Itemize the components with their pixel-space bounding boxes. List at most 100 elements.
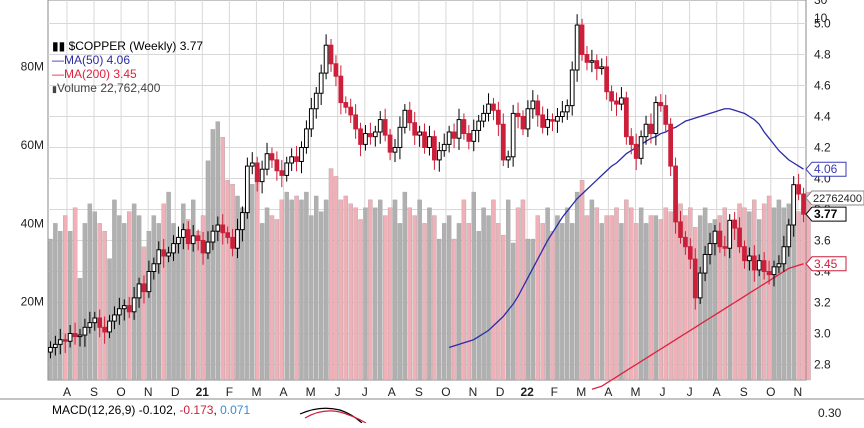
candle-body — [579, 24, 585, 55]
volume-bar — [63, 215, 68, 381]
volume-bar — [161, 203, 166, 381]
candle-body — [633, 143, 639, 159]
volume-bar — [397, 223, 403, 381]
candle-body — [466, 133, 472, 142]
volume-bar — [668, 211, 673, 381]
volume-bar — [550, 231, 555, 381]
candle-body — [185, 229, 191, 245]
candle-body — [313, 92, 319, 110]
candle-body — [210, 230, 216, 243]
candle-body — [683, 236, 688, 248]
volume-bar — [378, 199, 383, 381]
volume-bar — [230, 184, 235, 381]
candle-body — [161, 249, 167, 257]
price-tag — [805, 161, 847, 177]
volume-bar — [254, 168, 260, 381]
x-tick-label: N — [144, 385, 153, 399]
candle-body — [72, 333, 78, 338]
macd-label: MACD(12,26,9) — [52, 403, 136, 417]
volume-bar — [707, 223, 713, 381]
volume-bar — [638, 207, 644, 381]
volume-bar — [540, 223, 545, 381]
candle-body — [259, 168, 265, 183]
volume-bar — [619, 223, 624, 381]
volume-bar — [589, 199, 595, 381]
x-tick-label: 22 — [520, 385, 534, 399]
volume-bar — [806, 191, 811, 381]
volume-bar — [781, 207, 787, 381]
candle-body — [697, 272, 703, 299]
volume-bar — [87, 203, 93, 381]
volume-bar — [722, 207, 728, 381]
candle-body — [673, 165, 678, 223]
volume-bar — [323, 199, 329, 381]
volume-bar — [427, 207, 432, 381]
volume-bar — [368, 199, 373, 381]
volume-bar — [643, 223, 649, 381]
price-tick-label: 2.8 — [814, 358, 831, 372]
line-icon: — — [52, 67, 64, 81]
candle-body — [126, 305, 132, 313]
candle-body — [220, 224, 226, 234]
candle-body — [535, 100, 541, 116]
volume-tick-label: 60M — [21, 138, 44, 152]
volume-tick-label: 20M — [21, 295, 44, 309]
candle-body — [520, 116, 526, 130]
volume-bar — [417, 199, 422, 381]
ma200-line — [591, 263, 804, 390]
candle-body — [102, 326, 107, 333]
volume-bar — [407, 207, 412, 381]
volume-bar — [530, 238, 536, 381]
candle-body — [599, 66, 605, 69]
candle-body — [446, 131, 452, 145]
volume-bar — [92, 211, 97, 381]
candle-body — [584, 54, 590, 63]
x-tick-label: J — [335, 385, 341, 399]
x-tick-label: A — [388, 385, 396, 399]
candle-body — [338, 75, 344, 104]
candle-body — [328, 44, 334, 65]
volume-bar — [786, 203, 791, 381]
volume-bar — [569, 223, 575, 381]
candle-body — [702, 253, 708, 274]
volume-bar — [422, 223, 427, 381]
volume-bar — [757, 219, 762, 381]
candle-body — [609, 91, 614, 102]
volume-bar — [264, 207, 270, 381]
volume-bar — [456, 223, 462, 381]
volume-bar — [181, 203, 186, 381]
candle-body — [136, 283, 142, 299]
candle-body — [249, 162, 255, 167]
x-tick-label: J — [660, 385, 666, 399]
volume-bar — [796, 211, 801, 381]
candle-body — [619, 97, 624, 105]
candle-body — [323, 44, 329, 74]
volume-bar — [382, 215, 388, 381]
candle-body — [57, 339, 63, 345]
volume-bar — [624, 199, 629, 381]
candle-body — [776, 263, 782, 268]
volume-bar — [392, 199, 398, 381]
candle-body — [284, 162, 290, 176]
volume-bar — [461, 199, 467, 381]
volume-bar — [309, 215, 314, 381]
x-tick-label: O — [766, 385, 775, 399]
volume-bar — [633, 223, 639, 381]
macd-signal: -0.173 — [179, 403, 214, 417]
candle-body — [791, 184, 797, 226]
x-tick-label: M — [251, 385, 261, 399]
candle-body — [368, 133, 373, 138]
volume-bar — [496, 223, 501, 381]
x-tick-label: F — [226, 385, 233, 399]
candle-body — [264, 153, 270, 170]
volume-bar — [343, 195, 349, 381]
volume-bar — [446, 215, 452, 381]
volume-bar — [442, 223, 447, 381]
volume-bar — [274, 219, 280, 381]
volume-bar — [387, 207, 393, 381]
price-tick-label: 10 — [814, 11, 828, 25]
price-tick-label: 30 — [814, 0, 828, 7]
volume-bar — [688, 207, 693, 381]
volume-bar — [186, 219, 191, 381]
volume-bar — [412, 215, 417, 381]
